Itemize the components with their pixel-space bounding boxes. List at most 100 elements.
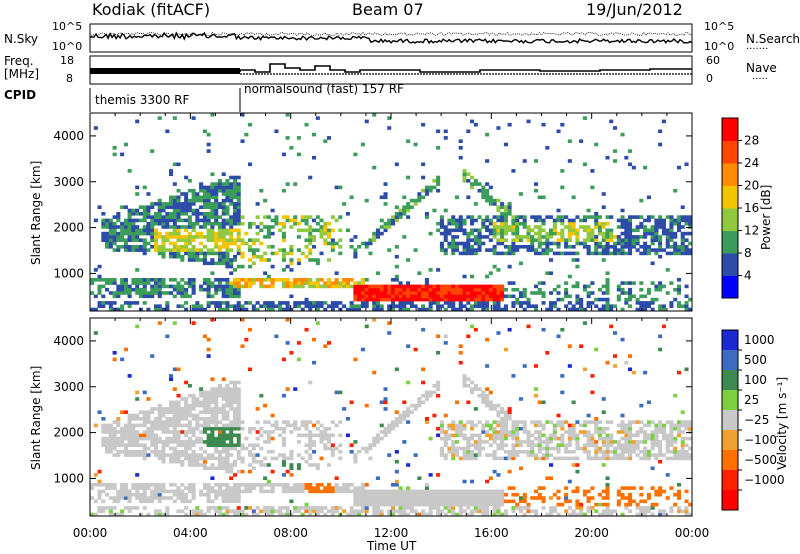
power-cell: [537, 231, 542, 236]
velocity-cell: [530, 443, 535, 447]
velocity-cell: [349, 443, 354, 447]
velocity-cell: [135, 486, 140, 490]
velocity-cell: [161, 407, 166, 411]
velocity-cell: [146, 433, 151, 438]
power-colorbar-segment: [722, 275, 738, 299]
power-cell: [154, 221, 159, 226]
velocity-cell: [120, 443, 125, 447]
power-cell: [534, 215, 539, 219]
power-cell: [172, 284, 177, 289]
power-cell: [195, 192, 200, 196]
power-cell: [172, 228, 177, 233]
velocity-cell: [673, 446, 678, 451]
velocity-cell: [304, 459, 309, 464]
velocity-cell: [424, 499, 429, 504]
velocity-cell: [597, 446, 602, 451]
power-cell: [417, 287, 422, 292]
power-cell: [225, 179, 230, 183]
velocity-cell: [609, 509, 614, 513]
power-cell: [605, 155, 610, 160]
power-cell: [172, 248, 177, 252]
power-cell: [552, 251, 557, 256]
velocity-cell: [240, 344, 245, 348]
power-cell: [462, 175, 467, 180]
velocity-cell: [616, 446, 621, 451]
velocity-cell: [518, 509, 523, 513]
velocity-cell: [594, 450, 599, 454]
velocity-cell: [289, 499, 294, 504]
power-cell: [101, 235, 106, 239]
power-cell: [439, 297, 444, 302]
power-cell: [312, 228, 317, 233]
velocity-cell: [338, 489, 343, 494]
power-cell: [624, 241, 629, 246]
velocity-cell: [180, 417, 185, 421]
power-cell: [375, 301, 380, 305]
power-cell: [176, 205, 181, 209]
power-cell: [206, 188, 211, 193]
velocity-cell: [624, 433, 629, 438]
nsearch-line: [89, 31, 693, 37]
velocity-cell: [259, 446, 264, 451]
power-cell: [150, 291, 155, 295]
power-cell: [485, 228, 490, 233]
velocity-cell: [154, 512, 159, 517]
power-cell: [473, 251, 478, 256]
nsearch-tick-top: 10^5: [704, 20, 734, 33]
power-cell: [131, 245, 136, 249]
velocity-cell: [270, 483, 275, 487]
power-cell: [210, 215, 215, 219]
velocity-cell: [443, 334, 448, 339]
power-cell: [165, 284, 170, 289]
velocity-cell: [436, 384, 441, 388]
power-cell: [349, 195, 354, 200]
power-cell: [394, 245, 399, 249]
velocity-cell: [236, 413, 241, 418]
velocity-cell: [169, 483, 174, 487]
power-cell: [206, 221, 211, 226]
velocity-cell: [112, 443, 117, 447]
velocity-cell: [522, 496, 527, 500]
velocity-cell: [210, 413, 215, 418]
velocity-cell: [522, 440, 527, 444]
velocity-cell: [579, 423, 584, 428]
power-cell: [312, 238, 317, 242]
power-cell: [534, 304, 539, 308]
velocity-cell: [451, 443, 456, 447]
velocity-cell: [455, 450, 460, 454]
power-cell: [473, 248, 478, 252]
power-cell: [251, 221, 256, 226]
power-cell: [172, 208, 177, 213]
velocity-cell: [225, 433, 230, 438]
velocity-cell: [500, 440, 505, 444]
velocity-cell: [229, 397, 234, 401]
power-cell: [398, 212, 403, 216]
power-cell: [338, 284, 343, 289]
velocity-cell: [500, 456, 505, 461]
velocity-cell: [169, 496, 174, 500]
velocity-cell: [492, 403, 497, 408]
velocity-cell: [142, 486, 147, 490]
velocity-cell: [421, 367, 426, 372]
power-cell: [108, 304, 113, 308]
power-cell: [176, 304, 181, 308]
velocity-cell: [221, 463, 226, 467]
power-colorbar-segment: [722, 230, 738, 254]
power-cell: [349, 238, 354, 242]
power-cell: [601, 297, 606, 302]
power-cell: [496, 208, 501, 213]
velocity-cell: [315, 483, 320, 487]
velocity-cell: [360, 499, 365, 504]
power-cell: [515, 235, 520, 239]
power-cell: [646, 304, 651, 308]
power-cell: [338, 215, 343, 219]
power-cell: [605, 281, 610, 285]
velocity-cell: [233, 384, 238, 388]
power-cell: [439, 218, 444, 223]
power-cell: [244, 241, 249, 246]
power-cell: [180, 278, 185, 282]
velocity-cell: [210, 426, 215, 431]
power-cell: [353, 307, 358, 312]
power-cell: [278, 307, 283, 312]
power-cell: [571, 225, 576, 229]
